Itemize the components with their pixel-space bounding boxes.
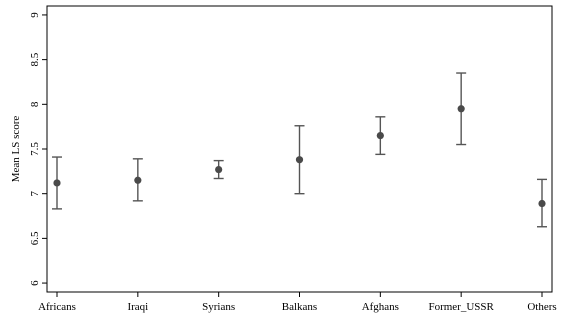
x-tick-label: Afghans [362,301,399,313]
y-tick-label: 7 [29,190,41,196]
mean-point [538,199,546,208]
mean-point [295,156,304,164]
mean-point [457,105,465,113]
y-axis-title: Mean LS score [10,116,22,183]
x-axis: Africans Iraqi Syrians Balkans Afghans Former… [38,292,557,313]
y-tick-label: 7.5 [29,142,41,156]
error-bars [52,72,547,228]
mean-point [376,131,384,140]
x-tick-label: Former_USSR [428,301,494,313]
y-tick-label: 6 [29,280,41,286]
mean-point [53,179,61,187]
x-tick-label: Iraqi [127,301,148,313]
y-tick-label: 8.5 [29,52,41,66]
mean-points [53,105,546,208]
y-tick-label: 8 [29,101,41,107]
y-tick-label: 6.5 [29,231,41,245]
mean-point [215,165,223,174]
x-tick-label: Others [527,301,556,313]
y-tick-label: 9 [29,12,41,18]
x-tick-label: Balkans [282,301,317,313]
x-tick-label: Africans [38,301,76,313]
x-tick-label: Syrians [202,301,235,313]
y-axis: 6 6.5 7 7.5 8 8.5 9 [29,12,47,286]
mean-point [134,176,142,184]
